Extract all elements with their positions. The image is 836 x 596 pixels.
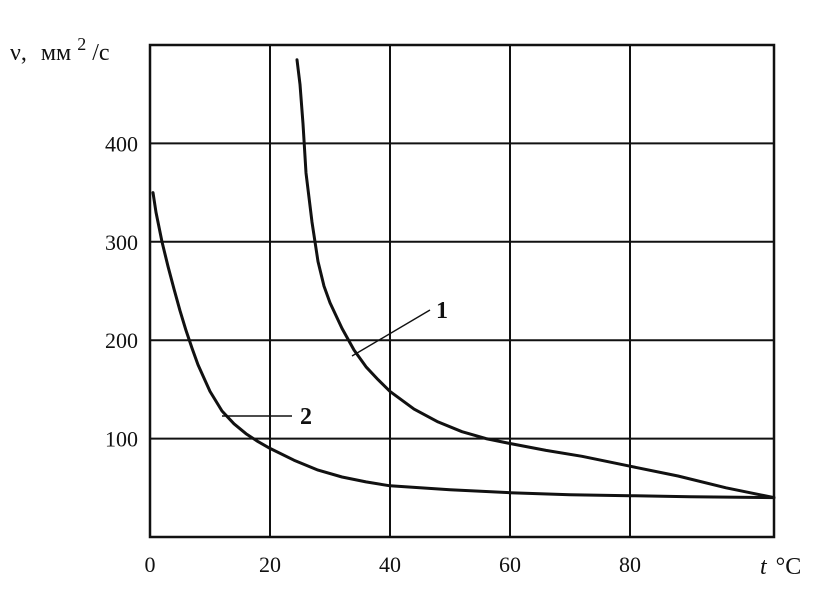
y-tick-label: 200 bbox=[105, 328, 138, 353]
x-tick-label: 40 bbox=[379, 552, 401, 577]
y-tick-labels: 100 200 300 400 bbox=[105, 131, 138, 451]
annotation-label-1: 1 bbox=[436, 298, 448, 324]
x-axis-unit: °C bbox=[776, 554, 802, 580]
plot-frame bbox=[148, 43, 776, 539]
y-axis-power: 2 bbox=[77, 34, 86, 54]
annotations: 12 bbox=[222, 298, 448, 430]
y-axis-label: ν, мм 2 /с bbox=[10, 30, 110, 66]
x-tick-label: 80 bbox=[619, 552, 641, 577]
y-axis-unit: мм bbox=[41, 40, 71, 66]
y-tick-label: 300 bbox=[105, 230, 138, 255]
annotation-leader-1 bbox=[351, 309, 431, 357]
x-tick-labels: 0 20 40 60 80 bbox=[145, 552, 642, 577]
x-tick-label: 60 bbox=[499, 552, 521, 577]
x-axis-var: t bbox=[760, 554, 768, 580]
y-tick-label: 100 bbox=[105, 427, 138, 452]
x-tick-label: 20 bbox=[259, 552, 281, 577]
x-tick-label: 0 bbox=[145, 552, 156, 577]
series-line-2 bbox=[151, 191, 776, 500]
series-line-1 bbox=[295, 58, 776, 500]
y-tick-label: 400 bbox=[105, 131, 138, 156]
x-axis-label: t °C bbox=[760, 554, 801, 580]
y-axis-symbol: ν, bbox=[10, 40, 27, 66]
grid bbox=[150, 45, 774, 537]
y-axis-per: /с bbox=[92, 40, 109, 66]
annotation-label-2: 2 bbox=[300, 404, 312, 430]
series bbox=[151, 58, 776, 500]
